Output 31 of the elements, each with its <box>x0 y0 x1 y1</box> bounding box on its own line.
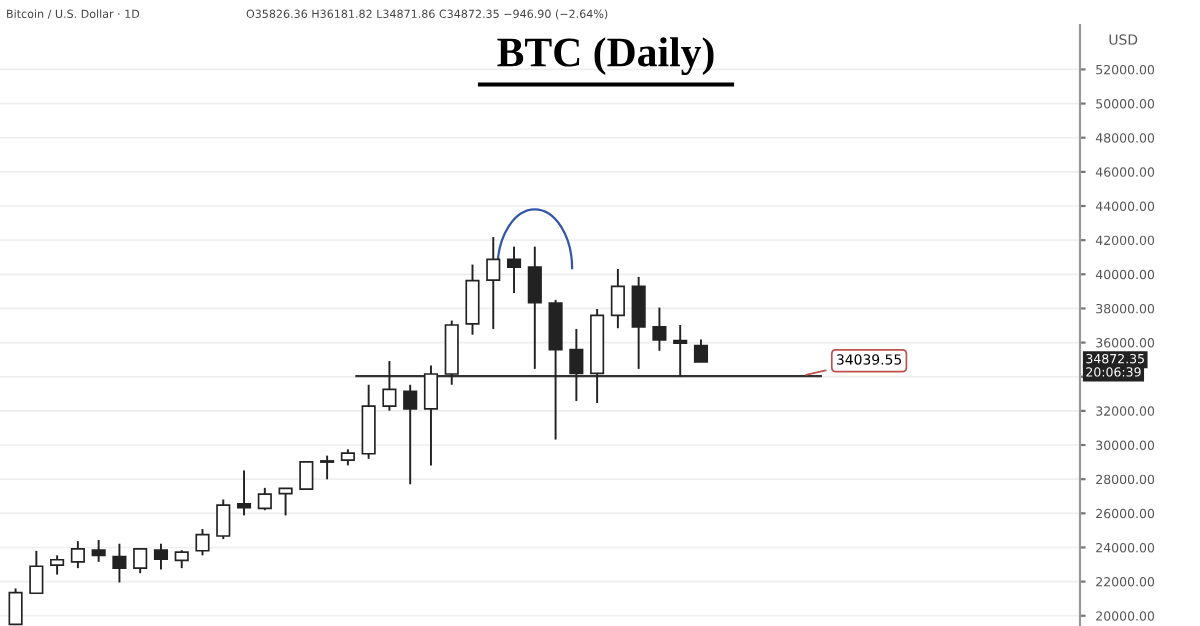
candlestick <box>320 454 335 481</box>
candlestick <box>153 542 169 571</box>
candlestick <box>8 587 23 626</box>
candlestick <box>278 487 293 517</box>
candlestick <box>382 360 397 412</box>
candlestick <box>423 364 439 467</box>
candlestick <box>506 245 522 295</box>
candlestick <box>693 338 709 363</box>
candlestick <box>29 549 44 595</box>
candlestick <box>486 236 501 330</box>
candlestick <box>610 268 625 330</box>
candlestick <box>91 538 106 563</box>
chart-title: BTC (Daily) <box>497 37 714 76</box>
candlestick <box>50 554 65 576</box>
candlestick <box>403 383 418 486</box>
candlestick <box>257 486 272 512</box>
candlestick <box>527 245 542 370</box>
candlestick <box>195 528 210 557</box>
candlestick <box>112 542 127 584</box>
candlestick <box>673 324 688 378</box>
candlestick <box>236 469 252 517</box>
candlestick <box>569 327 584 402</box>
candlestick <box>631 275 646 370</box>
candlestick <box>133 547 148 575</box>
candlestick <box>652 306 667 352</box>
candlestick <box>361 383 376 460</box>
candlestick <box>70 540 85 570</box>
candlestick <box>548 298 563 441</box>
candlestick <box>216 498 231 541</box>
candlestick <box>465 263 480 336</box>
candlestick <box>299 461 314 490</box>
